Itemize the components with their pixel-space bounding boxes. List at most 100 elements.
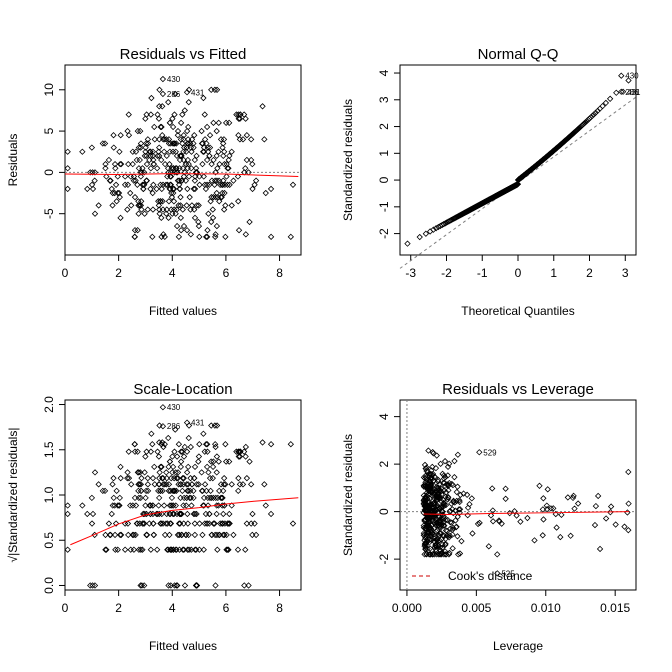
data-point xyxy=(289,520,297,527)
data-point xyxy=(625,500,632,507)
data-point xyxy=(267,510,275,518)
data-point xyxy=(154,152,161,160)
data-point xyxy=(454,483,461,490)
x-tick-label: 0.010 xyxy=(531,601,561,615)
data-point xyxy=(427,487,434,495)
data-point xyxy=(132,531,139,539)
point-annotation: 286 xyxy=(167,90,181,99)
data-point xyxy=(166,458,174,465)
data-point xyxy=(151,136,158,143)
data-point xyxy=(446,507,454,515)
data-point xyxy=(451,499,458,506)
data-point xyxy=(196,520,203,527)
data-point xyxy=(180,475,187,482)
data-point xyxy=(165,463,172,471)
data-point xyxy=(127,546,134,553)
data-point xyxy=(422,546,429,553)
data-point xyxy=(185,531,192,539)
data-point xyxy=(476,519,483,527)
data-point xyxy=(159,423,167,430)
data-point xyxy=(91,210,99,217)
data-point xyxy=(212,494,219,502)
data-point xyxy=(211,520,218,527)
data-point xyxy=(220,531,227,539)
data-point xyxy=(544,486,551,493)
x-tick-label: 2 xyxy=(586,266,593,280)
y-axis-label: Residuals xyxy=(6,134,20,187)
data-point xyxy=(144,487,152,495)
data-point xyxy=(445,481,453,489)
data-point xyxy=(159,520,167,527)
data-point xyxy=(217,520,224,527)
data-point xyxy=(196,441,203,448)
data-point xyxy=(168,165,175,172)
data-point xyxy=(454,451,462,458)
data-point xyxy=(163,469,170,476)
data-point xyxy=(236,453,244,460)
data-point xyxy=(176,177,183,184)
data-point xyxy=(146,148,153,155)
data-point xyxy=(135,481,142,488)
x-tick-label: -2 xyxy=(441,266,452,280)
data-point xyxy=(200,173,207,180)
data-point xyxy=(182,531,190,539)
data-point xyxy=(224,165,231,172)
data-point xyxy=(141,469,148,476)
data-point xyxy=(135,198,142,205)
data-point xyxy=(135,494,143,502)
data-point xyxy=(404,240,411,247)
data-point xyxy=(109,502,116,509)
data-point xyxy=(149,441,156,448)
data-point xyxy=(65,502,71,509)
data-point xyxy=(172,469,179,476)
data-point xyxy=(215,531,223,539)
data-point xyxy=(65,510,71,518)
data-point xyxy=(161,531,169,539)
data-point xyxy=(228,481,235,488)
data-point xyxy=(432,464,440,472)
data-point xyxy=(222,481,229,488)
data-point xyxy=(185,160,192,168)
data-points xyxy=(420,447,632,577)
data-point xyxy=(131,233,138,240)
data-point xyxy=(433,484,440,491)
data-point xyxy=(132,502,140,509)
data-point xyxy=(163,510,170,518)
data-point xyxy=(158,510,165,518)
data-point xyxy=(191,510,199,518)
data-point xyxy=(180,502,187,509)
data-point xyxy=(177,494,184,502)
data-point xyxy=(156,481,163,488)
data-point xyxy=(205,469,212,476)
data-point xyxy=(213,510,220,518)
data-point xyxy=(225,546,232,553)
data-point xyxy=(109,202,116,209)
data-point xyxy=(226,152,233,160)
data-point xyxy=(148,430,155,437)
data-point xyxy=(217,181,224,188)
data-point xyxy=(602,99,610,107)
data-point xyxy=(195,481,202,488)
data-point xyxy=(183,148,190,155)
data-point xyxy=(151,463,158,471)
data-point xyxy=(425,514,432,522)
data-point xyxy=(456,550,464,557)
data-point xyxy=(211,422,219,429)
data-point xyxy=(101,487,109,495)
data-point xyxy=(137,173,145,180)
data-point xyxy=(131,194,139,201)
data-point xyxy=(132,177,139,184)
data-point xyxy=(262,189,269,197)
data-point xyxy=(430,450,437,457)
data-point xyxy=(179,448,186,455)
data-point xyxy=(172,90,179,98)
data-point xyxy=(183,419,191,426)
data-point xyxy=(147,502,154,509)
data-point xyxy=(170,198,178,205)
data-point xyxy=(496,518,503,525)
data-point xyxy=(618,72,625,79)
data-point xyxy=(138,206,145,213)
data-point xyxy=(124,520,132,527)
data-point xyxy=(591,521,599,529)
data-point xyxy=(434,502,441,510)
